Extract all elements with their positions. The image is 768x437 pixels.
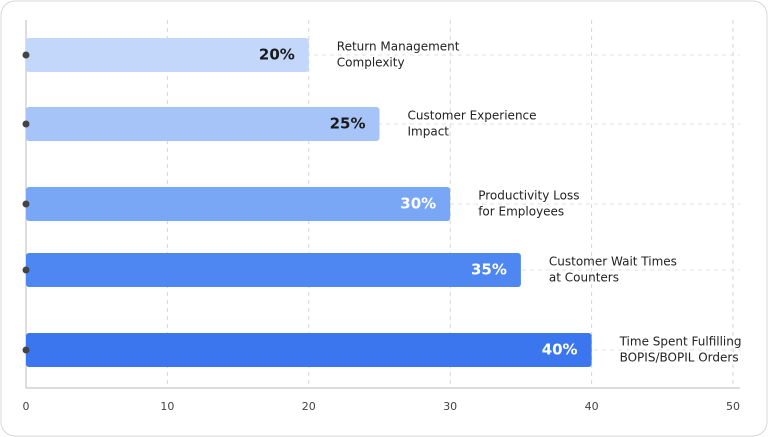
category-label: BOPIS/BOPIL Orders xyxy=(620,351,739,365)
category-label: Customer Experience xyxy=(408,109,537,123)
bar xyxy=(26,107,380,141)
category-label: Time Spent Fulfilling xyxy=(619,335,742,349)
bar xyxy=(26,253,521,287)
bar-dot xyxy=(22,51,30,59)
value-label: 20% xyxy=(259,46,295,64)
bar xyxy=(26,333,592,367)
value-label: 40% xyxy=(542,341,578,359)
value-label: 30% xyxy=(400,195,436,213)
bar-dot xyxy=(22,346,30,354)
category-label: for Employees xyxy=(478,205,564,219)
value-label: 25% xyxy=(330,115,366,133)
bar-dot xyxy=(22,266,30,274)
category-label: Customer Wait Times xyxy=(549,255,677,269)
x-tick-label: 10 xyxy=(160,400,174,413)
category-label: at Counters xyxy=(549,271,619,285)
x-tick-label: 0 xyxy=(23,400,30,413)
category-label: Productivity Loss xyxy=(478,189,579,203)
x-tick-label: 20 xyxy=(302,400,316,413)
x-tick-label: 40 xyxy=(585,400,599,413)
bar-dot xyxy=(22,120,30,128)
bar xyxy=(26,187,451,221)
bar-dot xyxy=(22,200,30,208)
value-label: 35% xyxy=(471,261,507,279)
x-tick-label: 50 xyxy=(726,400,740,413)
bar xyxy=(26,38,309,72)
category-label: Return Management xyxy=(337,40,460,54)
category-label: Complexity xyxy=(337,56,405,70)
category-label: Impact xyxy=(408,125,450,139)
x-tick-label: 30 xyxy=(443,400,457,413)
